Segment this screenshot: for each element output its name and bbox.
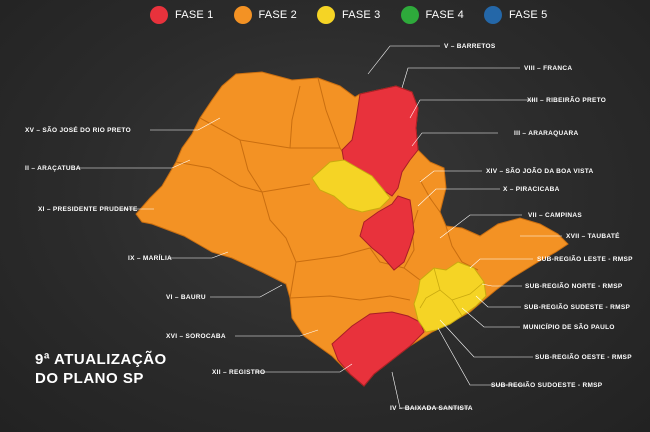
map-title: 9ª ATUALIZAÇÃO DO PLANO SP bbox=[35, 350, 167, 388]
label-sub-sudeste: SUB-REGIÃO SUDESTE - RMSP bbox=[524, 302, 630, 311]
region-rmsp bbox=[413, 261, 487, 333]
label-aracatuba: II – ARAÇATUBA bbox=[25, 165, 81, 172]
label-registro: XII – REGISTRO bbox=[212, 369, 265, 376]
label-marilia: IX – MARÍLIA bbox=[128, 253, 172, 262]
label-municipio-sp: MUNICÍPIO DE SÃO PAULO bbox=[523, 322, 615, 331]
label-piracicaba: X – PIRACICABA bbox=[503, 186, 560, 193]
label-sorocaba: XVI – SOROCABA bbox=[166, 333, 226, 340]
rmsp-borders bbox=[419, 267, 485, 317]
legend-label: FASE 1 bbox=[175, 9, 214, 21]
legend-label: FASE 2 bbox=[258, 9, 297, 21]
legend-item-fase-1: FASE 1 bbox=[150, 6, 214, 24]
label-sub-sudoeste: SUB-REGIÃO SUDOESTE - RMSP bbox=[491, 380, 603, 389]
label-ribeirao-preto: XIII – RIBEIRÃO PRETO bbox=[527, 95, 606, 104]
region-piracicaba bbox=[359, 195, 415, 271]
fase-2-dot bbox=[233, 6, 252, 24]
label-campinas: VII – CAMPINAS bbox=[528, 212, 582, 219]
label-barretos: V – BARRETOS bbox=[444, 43, 496, 50]
legend-item-fase-5: FASE 5 bbox=[484, 6, 548, 24]
label-bauru: VI – BAURU bbox=[166, 294, 206, 301]
fase-4-dot bbox=[400, 6, 419, 24]
region-barretos-franca-ribeirao bbox=[341, 85, 419, 197]
label-sub-oeste: SUB-REGIÃO OESTE - RMSP bbox=[535, 352, 632, 361]
label-baixada-santista: IV – BAIXADA SANTISTA bbox=[390, 405, 473, 412]
label-franca: VIII – FRANCA bbox=[524, 65, 572, 72]
leader-lines bbox=[76, 45, 562, 409]
region-registro bbox=[331, 311, 425, 387]
label-presidente-prudente: XI – PRESIDENTE PRUDENTE bbox=[38, 206, 138, 213]
label-sub-norte: SUB-REGIÃO NORTE - RMSP bbox=[525, 281, 623, 290]
region-araraquara bbox=[311, 159, 391, 213]
legend-item-fase-3: FASE 3 bbox=[317, 6, 381, 24]
legend-label: FASE 5 bbox=[509, 9, 548, 21]
legend-label: FASE 3 bbox=[342, 9, 381, 21]
legend-label: FASE 4 bbox=[425, 9, 464, 21]
fase-5-dot bbox=[484, 6, 502, 24]
phase-legend: FASE 1 FASE 2 FASE 3 FASE 4 FASE 5 bbox=[150, 6, 568, 24]
label-taubate: XVII – TAUBATÉ bbox=[566, 231, 620, 240]
label-araraquara: III – ARARAQUARA bbox=[514, 130, 579, 137]
title-line-2: DO PLANO SP bbox=[35, 370, 144, 387]
label-sao-joao-boa-vista: XIV – SÃO JOÃO DA BOA VISTA bbox=[486, 166, 594, 175]
label-sub-leste: SUB-REGIÃO LESTE - RMSP bbox=[537, 254, 633, 263]
legend-item-fase-2: FASE 2 bbox=[233, 6, 298, 24]
fase-3-dot bbox=[317, 6, 335, 24]
label-sao-jose-rio-preto: XV – SÃO JOSÉ DO RIO PRETO bbox=[25, 125, 131, 134]
fase-1-dot bbox=[150, 6, 168, 24]
legend-item-fase-4: FASE 4 bbox=[400, 6, 465, 24]
title-line-1: 9ª ATUALIZAÇÃO bbox=[35, 351, 167, 368]
